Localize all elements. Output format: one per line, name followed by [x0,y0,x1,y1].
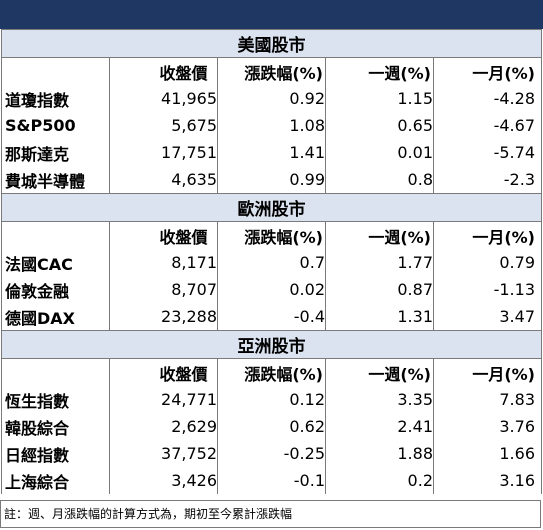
table-row: 倫敦金融 8,707 0.02 0.87 -1.13 [1,276,542,303]
month-value: 1.66 [433,440,542,467]
month-value: 7.83 [433,386,542,413]
section-title: 亞洲股市 [1,330,542,359]
close-value: 3,426 [109,467,218,494]
section-header-us: 美國股市 [1,29,542,58]
column-header-week: 一週(%) [325,221,434,249]
close-value: 23,288 [109,303,218,331]
column-header-month: 一月(%) [433,221,542,249]
week-value: 2.41 [325,413,434,440]
index-name: S&P500 [1,112,110,139]
change-value: 0.62 [217,413,326,440]
close-value: 37,752 [109,440,218,467]
close-value: 2,629 [109,413,218,440]
close-value: 8,707 [109,276,218,303]
table-row: 恆生指數 24,771 0.12 3.35 7.83 [1,386,542,413]
week-value: 0.2 [325,467,434,494]
month-value: -5.74 [433,139,542,166]
change-value: 0.99 [217,166,326,194]
table-row: 上海綜合 3,426 -0.1 0.2 3.16 [1,467,542,494]
column-header-close: 收盤價 [109,57,218,85]
close-value: 8,171 [109,249,218,276]
table-row: 那斯達克 17,751 1.41 0.01 -5.74 [1,139,542,166]
column-header-row: 收盤價 漲跌幅(%) 一週(%) 一月(%) [1,57,542,85]
column-header-change: 漲跌幅(%) [217,358,326,386]
change-value: -0.4 [217,303,326,331]
footnote: 註：週、月漲跌幅的計算方式為，期初至今累計漲跌幅 [0,500,541,528]
index-name: 道瓊指數 [1,85,110,112]
close-value: 4,635 [109,166,218,194]
change-value: -0.25 [217,440,326,467]
index-name: 法國CAC [1,249,110,276]
change-value: -0.1 [217,467,326,494]
column-header-week: 一週(%) [325,57,434,85]
section-title: 歐洲股市 [1,193,542,222]
column-header-week: 一週(%) [325,358,434,386]
column-header-month: 一月(%) [433,358,542,386]
table-row: S&P500 5,675 1.08 0.65 -4.67 [1,112,542,139]
change-value: 0.02 [217,276,326,303]
week-value: 0.87 [325,276,434,303]
index-name: 上海綜合 [1,467,110,494]
week-value: 1.31 [325,303,434,331]
month-value: -4.28 [433,85,542,112]
table-row: 法國CAC 8,171 0.7 1.77 0.79 [1,249,542,276]
index-name: 恆生指數 [1,386,110,413]
index-name: 韓股綜合 [1,413,110,440]
column-header-close: 收盤價 [109,358,218,386]
month-value: 0.79 [433,249,542,276]
close-value: 17,751 [109,139,218,166]
change-value: 0.12 [217,386,326,413]
header-bar [0,0,543,29]
index-name: 德國DAX [1,303,110,331]
column-header-month: 一月(%) [433,57,542,85]
column-header-change: 漲跌幅(%) [217,221,326,249]
month-value: -2.3 [433,166,542,194]
month-value: -1.13 [433,276,542,303]
close-value: 24,771 [109,386,218,413]
column-header-row: 收盤價 漲跌幅(%) 一週(%) 一月(%) [1,221,542,249]
change-value: 1.08 [217,112,326,139]
column-header-change: 漲跌幅(%) [217,57,326,85]
week-value: 1.77 [325,249,434,276]
index-name: 費城半導體 [1,166,110,194]
month-value: 3.47 [433,303,542,331]
change-value: 0.92 [217,85,326,112]
section-header-europe: 歐洲股市 [1,193,542,222]
table-row: 費城半導體 4,635 0.99 0.8 -2.3 [1,166,542,194]
close-value: 5,675 [109,112,218,139]
index-name: 倫敦金融 [1,276,110,303]
change-value: 0.7 [217,249,326,276]
index-name: 日經指數 [1,440,110,467]
column-header-close: 收盤價 [109,221,218,249]
month-value: 3.76 [433,413,542,440]
table-row: 韓股綜合 2,629 0.62 2.41 3.76 [1,413,542,440]
index-name: 那斯達克 [1,139,110,166]
column-header-row: 收盤價 漲跌幅(%) 一週(%) 一月(%) [1,358,542,386]
section-title: 美國股市 [1,29,542,58]
week-value: 0.8 [325,166,434,194]
week-value: 0.65 [325,112,434,139]
close-value: 41,965 [109,85,218,112]
table-row: 道瓊指數 41,965 0.92 1.15 -4.28 [1,85,542,112]
quotes-table: 美國股市 收盤價 漲跌幅(%) 一週(%) 一月(%) 道瓊指數 41,965 … [1,29,542,494]
week-value: 1.88 [325,440,434,467]
week-value: 0.01 [325,139,434,166]
month-value: -4.67 [433,112,542,139]
table-row: 日經指數 37,752 -0.25 1.88 1.66 [1,440,542,467]
table-row: 德國DAX 23,288 -0.4 1.31 3.47 [1,303,542,331]
change-value: 1.41 [217,139,326,166]
section-header-asia: 亞洲股市 [1,330,542,359]
week-value: 1.15 [325,85,434,112]
month-value: 3.16 [433,467,542,494]
week-value: 3.35 [325,386,434,413]
